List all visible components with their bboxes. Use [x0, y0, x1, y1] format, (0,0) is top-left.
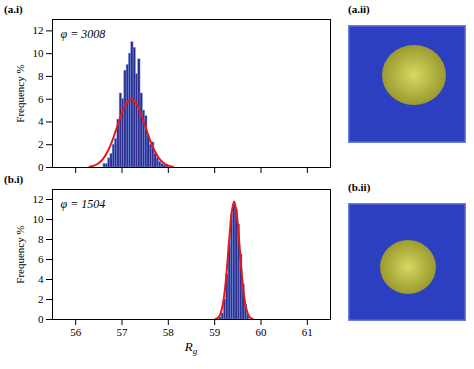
svg-text:8: 8: [38, 233, 44, 245]
svg-text:10: 10: [33, 47, 45, 59]
svg-text:56: 56: [70, 326, 82, 338]
svg-text:Frequency %: Frequency %: [14, 64, 26, 122]
svg-text:φ = 3008: φ = 3008: [61, 27, 106, 41]
svg-text:10: 10: [33, 213, 45, 225]
html-text:(b.i): (b.i): [4, 173, 24, 185]
svg-text:60: 60: [256, 326, 268, 338]
svg-text:2: 2: [38, 293, 44, 305]
html-text:(b.ii): (b.ii): [348, 181, 371, 193]
svg-text:0: 0: [38, 161, 44, 173]
svg-text:4: 4: [38, 115, 44, 127]
svg-text:φ = 1504: φ = 1504: [61, 197, 106, 211]
svg-text:Rg: Rg: [184, 339, 198, 356]
svg-text:2: 2: [38, 138, 44, 150]
svg-text:0: 0: [38, 313, 44, 325]
svg-text:59: 59: [209, 326, 221, 338]
svg-text:4: 4: [38, 273, 44, 285]
svg-text:57: 57: [117, 326, 129, 338]
svg-text:58: 58: [163, 326, 175, 338]
svg-text:12: 12: [33, 193, 44, 205]
html-text:(a.ii): (a.ii): [348, 3, 370, 15]
svg-text:Frequency %: Frequency %: [14, 225, 26, 283]
svg-text:6: 6: [38, 93, 44, 105]
svg-text:6: 6: [38, 253, 44, 265]
svg-text:61: 61: [302, 326, 313, 338]
svg-text:12: 12: [33, 24, 44, 36]
svg-text:8: 8: [38, 70, 44, 82]
html-text:(a.i): (a.i): [4, 3, 23, 15]
